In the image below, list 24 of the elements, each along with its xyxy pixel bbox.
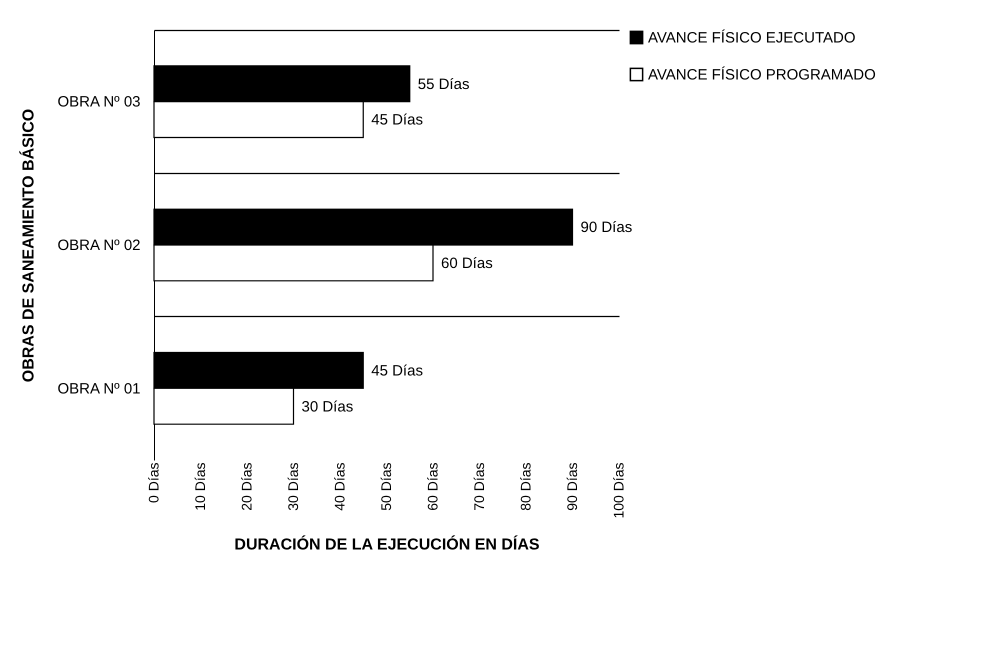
x-tick-label: 0 Días bbox=[146, 462, 162, 503]
legend-label: AVANCE FÍSICO EJECUTADO bbox=[648, 28, 856, 46]
legend-label: AVANCE FÍSICO PROGRAMADO bbox=[648, 66, 876, 84]
x-tick-label: 40 Días bbox=[332, 462, 348, 511]
data-label: 30 Días bbox=[302, 398, 354, 416]
x-tick-label: 30 Días bbox=[285, 462, 301, 511]
data-label: 45 Días bbox=[371, 362, 423, 380]
y-tick-label: OBRA Nº 01 bbox=[57, 380, 140, 398]
x-axis-title: DURACIÓN DE LA EJECUCIÓN EN DÍAS bbox=[234, 534, 540, 554]
data-label: 60 Días bbox=[441, 254, 493, 272]
x-tick-label: 80 Días bbox=[518, 462, 534, 511]
x-tick-label: 20 Días bbox=[238, 462, 254, 511]
x-tick-label: 60 Días bbox=[424, 462, 440, 511]
x-tick-label: 90 Días bbox=[564, 462, 580, 511]
y-tick-label: OBRA Nº 02 bbox=[57, 237, 140, 254]
x-tick-label: 10 Días bbox=[192, 462, 208, 511]
x-tick-label: 70 Días bbox=[471, 462, 487, 511]
data-label: 55 Días bbox=[418, 76, 470, 93]
y-axis-title: OBRAS DE SANEAMIENTO BÁSICO bbox=[18, 108, 38, 382]
data-label: 90 Días bbox=[580, 219, 632, 236]
x-tick-label: 50 Días bbox=[378, 462, 394, 511]
x-tick-label: 100 Días bbox=[610, 462, 626, 519]
data-label: 45 Días bbox=[371, 112, 423, 129]
y-tick-label: OBRA Nº 03 bbox=[57, 94, 140, 111]
